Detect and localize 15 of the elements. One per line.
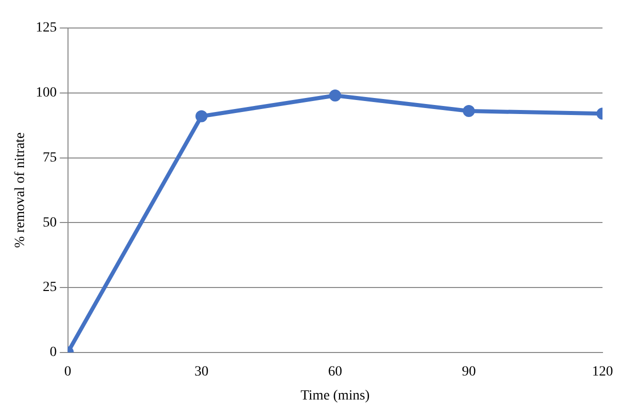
y-tick-label: 50 [42,215,57,230]
x-tick-label: 60 [328,364,342,380]
y-tick-label: 75 [42,150,57,166]
x-tick-label: 90 [462,364,476,380]
y-tick-label: 0 [50,345,57,360]
x-axis-title: Time (mins) [300,388,370,404]
x-tick-label: 0 [64,364,72,380]
x-tick-label: 30 [194,364,208,380]
point [329,89,342,102]
point [462,105,475,118]
y-tick-label: 125 [36,20,57,36]
y-axis-title: % removal of nitrate [13,132,28,248]
y-tick-label: 100 [36,86,57,101]
y-tick-label: 25 [42,280,57,296]
x-tick-label: 120 [592,364,613,380]
